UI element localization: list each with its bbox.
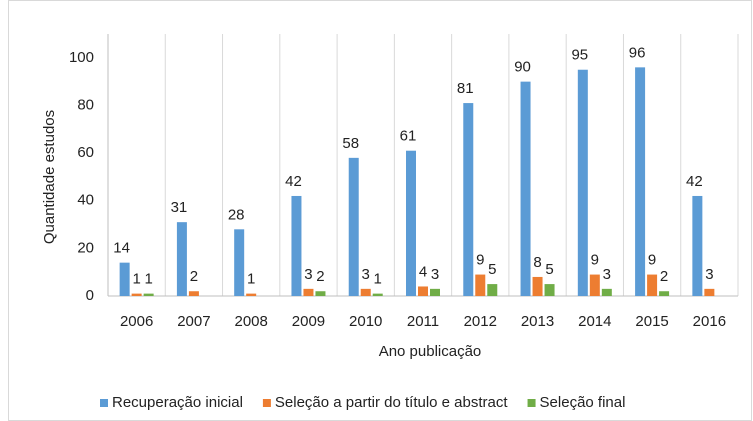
- y-tick-label: 20: [77, 239, 94, 256]
- bar: [348, 157, 359, 296]
- bar: [131, 293, 142, 296]
- x-axis-label: Ano publicação: [379, 343, 482, 360]
- data-label: 1: [374, 271, 382, 288]
- bar: [520, 81, 531, 297]
- data-label: 2: [316, 268, 324, 285]
- bar: [532, 276, 543, 296]
- legend-label: Seleção final: [540, 394, 626, 411]
- data-label: 9: [476, 252, 484, 269]
- data-label: 31: [171, 199, 188, 216]
- bar: [234, 229, 245, 296]
- y-tick-label: 60: [77, 144, 94, 161]
- y-tick-label: 80: [77, 96, 94, 113]
- legend-label: Recuperação inicial: [112, 394, 243, 411]
- bar: [589, 274, 600, 296]
- bar: [143, 293, 154, 296]
- bar: [635, 67, 646, 296]
- x-tick-label: 2006: [120, 313, 153, 330]
- bar: [659, 291, 670, 296]
- data-label: 42: [686, 173, 703, 190]
- data-label: 2: [660, 268, 668, 285]
- data-label: 5: [545, 261, 553, 278]
- x-tick-label: 2016: [693, 313, 726, 330]
- bar: [647, 274, 658, 296]
- data-label: 3: [304, 266, 312, 283]
- bar: [291, 195, 302, 296]
- bar: [188, 291, 199, 296]
- x-tick-label: 2007: [177, 313, 210, 330]
- data-label: 90: [514, 59, 531, 76]
- x-tick-label: 2010: [349, 313, 382, 330]
- data-label: 58: [342, 135, 359, 152]
- data-label: 2: [190, 268, 198, 285]
- data-label: 3: [362, 266, 370, 283]
- bar: [544, 284, 555, 296]
- bar: [406, 150, 416, 296]
- y-axis-label: Quantidade estudos: [41, 110, 58, 244]
- x-tick-label: 2014: [578, 313, 611, 330]
- x-tick-label: 2012: [464, 313, 497, 330]
- x-tick-label: 2013: [521, 313, 554, 330]
- data-label: 81: [457, 80, 474, 97]
- data-label: 9: [591, 252, 599, 269]
- data-label: 3: [705, 266, 713, 283]
- x-tick-label: 2008: [234, 313, 267, 330]
- bar: [692, 195, 703, 296]
- data-label: 42: [285, 173, 302, 190]
- bar: [246, 293, 257, 296]
- data-label: 61: [400, 128, 417, 145]
- legend-label: Seleção a partir do título e abstract: [275, 394, 508, 411]
- y-tick-label: 100: [69, 49, 94, 66]
- bar: [577, 69, 588, 297]
- x-tick-label: 2015: [635, 313, 668, 330]
- x-tick-label: 2009: [292, 313, 325, 330]
- bar: [475, 274, 486, 296]
- data-label: 3: [431, 266, 439, 283]
- bar: [176, 222, 187, 296]
- data-label: 1: [144, 271, 152, 288]
- bar: [315, 291, 326, 296]
- data-label: 5: [488, 261, 496, 278]
- bar: [463, 103, 474, 296]
- y-tick-label: 0: [86, 287, 94, 304]
- data-label: 9: [648, 252, 656, 269]
- bar: [487, 284, 498, 296]
- y-tick-label: 40: [77, 192, 94, 209]
- bar: [360, 288, 371, 296]
- bar: [601, 288, 612, 296]
- bar: [303, 288, 314, 296]
- bar: [119, 262, 130, 296]
- data-label: 4: [419, 263, 427, 280]
- legend-swatch: [262, 399, 271, 407]
- bar: [418, 286, 428, 296]
- data-label: 96: [629, 44, 646, 61]
- x-tick-label: 2011: [407, 313, 439, 330]
- bar: [704, 288, 715, 296]
- bar: [372, 293, 383, 296]
- legend-swatch: [100, 399, 108, 407]
- data-label: 28: [228, 206, 245, 223]
- bar: [430, 288, 440, 296]
- legend-swatch: [527, 399, 536, 407]
- data-label: 14: [113, 240, 130, 257]
- data-label: 1: [247, 271, 255, 288]
- data-label: 8: [533, 254, 541, 271]
- data-label: 95: [571, 47, 588, 64]
- data-label: 3: [603, 266, 611, 283]
- data-label: 1: [132, 271, 140, 288]
